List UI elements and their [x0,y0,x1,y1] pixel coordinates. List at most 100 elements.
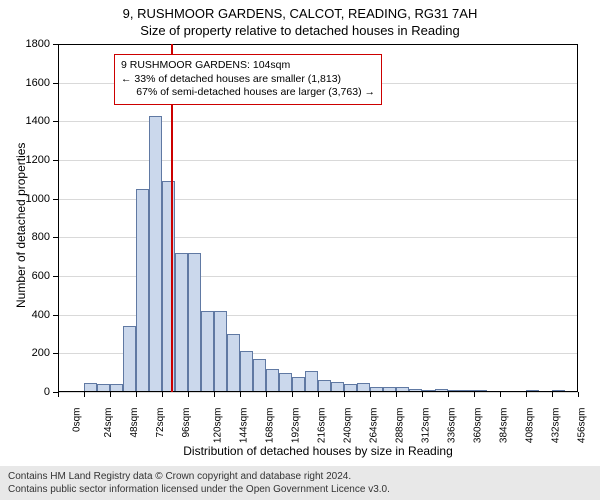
histogram-bar [409,389,422,392]
y-tick-mark [53,199,58,200]
y-axis-label: Number of detached properties [14,143,28,308]
histogram-bar [422,390,435,392]
chart-subtitle: Size of property relative to detached ho… [0,21,600,38]
annotation-line: 9 RUSHMOOR GARDENS: 104sqm [121,59,375,73]
footer: Contains HM Land Registry data © Crown c… [0,466,600,500]
annotation-box: 9 RUSHMOOR GARDENS: 104sqm← 33% of detac… [114,54,382,105]
x-tick-mark [396,392,397,397]
histogram-bar [500,391,513,392]
x-tick-label: 240sqm [343,408,354,444]
y-tick-label: 400 [18,309,50,321]
x-tick-label: 144sqm [239,408,250,444]
x-tick-label: 24sqm [103,408,114,438]
histogram-bar [513,391,526,392]
x-tick-mark [422,392,423,397]
y-tick-label: 0 [18,386,50,398]
x-tick-label: 288sqm [395,408,406,444]
histogram-bar [136,189,149,392]
histogram-bar [357,383,370,392]
x-tick-mark [292,392,293,397]
x-tick-mark [162,392,163,397]
x-tick-mark [136,392,137,397]
gridline [58,160,578,161]
y-tick-label: 1600 [18,77,50,89]
x-tick-mark [474,392,475,397]
histogram-bar [149,116,162,392]
annotation-line: ← 33% of detached houses are smaller (1,… [121,73,375,87]
x-tick-mark [552,392,553,397]
y-tick-mark [53,315,58,316]
histogram-bar [266,369,279,392]
y-tick-mark [53,237,58,238]
x-axis-label: Distribution of detached houses by size … [58,444,578,458]
x-tick-mark [240,392,241,397]
x-tick-label: 120sqm [213,408,224,444]
y-tick-label: 1800 [18,38,50,50]
x-tick-label: 312sqm [421,408,432,444]
x-tick-mark [448,392,449,397]
histogram-bar [435,389,448,392]
histogram-bar [84,383,97,392]
histogram-bar [383,387,396,392]
histogram-bar [487,391,500,392]
histogram-bar [227,334,240,392]
x-tick-label: 96sqm [181,408,192,438]
histogram-bar [448,390,461,392]
x-tick-mark [214,392,215,397]
x-tick-label: 408sqm [525,408,536,444]
histogram-bar [461,390,474,392]
x-tick-label: 432sqm [551,408,562,444]
histogram-bar [123,326,136,392]
histogram-bar [71,391,84,392]
histogram-bar [110,384,123,392]
histogram-bar [344,384,357,392]
histogram-bar [565,391,578,392]
x-tick-mark [500,392,501,397]
gridline [58,121,578,122]
y-tick-label: 1400 [18,115,50,127]
histogram-bar [474,390,487,392]
histogram-bar [539,391,552,392]
plot-area: 0200400600800100012001400160018000sqm24s… [58,44,578,392]
annotation-line: 67% of semi-detached houses are larger (… [121,86,375,100]
x-tick-label: 0sqm [71,408,82,432]
y-tick-mark [53,160,58,161]
y-tick-mark [53,121,58,122]
x-tick-label: 336sqm [447,408,458,444]
histogram-bar [201,311,214,392]
x-tick-label: 264sqm [369,408,380,444]
x-tick-label: 168sqm [265,408,276,444]
x-tick-mark [188,392,189,397]
gridline [58,44,578,45]
histogram-bar [240,351,253,392]
histogram-bar [318,380,331,392]
x-tick-mark [578,392,579,397]
x-tick-mark [526,392,527,397]
x-tick-label: 384sqm [499,408,510,444]
histogram-bar [292,377,305,392]
footer-line-1: Contains HM Land Registry data © Crown c… [8,470,592,483]
x-tick-mark [370,392,371,397]
y-tick-mark [53,44,58,45]
x-tick-mark [266,392,267,397]
chart-container: 9, RUSHMOOR GARDENS, CALCOT, READING, RG… [0,0,600,500]
histogram-bar [396,387,409,392]
histogram-bar [552,390,565,392]
x-tick-mark [318,392,319,397]
histogram-bar [162,181,175,392]
x-tick-label: 216sqm [317,408,328,444]
histogram-bar [526,390,539,392]
histogram-bar [175,253,188,392]
x-tick-label: 456sqm [577,408,588,444]
histogram-bar [305,371,318,392]
histogram-bar [253,359,266,392]
x-tick-mark [110,392,111,397]
y-tick-mark [53,276,58,277]
x-tick-label: 360sqm [473,408,484,444]
histogram-bar [188,253,201,392]
histogram-bar [97,384,110,392]
x-tick-mark [84,392,85,397]
histogram-bar [331,382,344,392]
x-tick-label: 72sqm [155,408,166,438]
x-tick-mark [344,392,345,397]
